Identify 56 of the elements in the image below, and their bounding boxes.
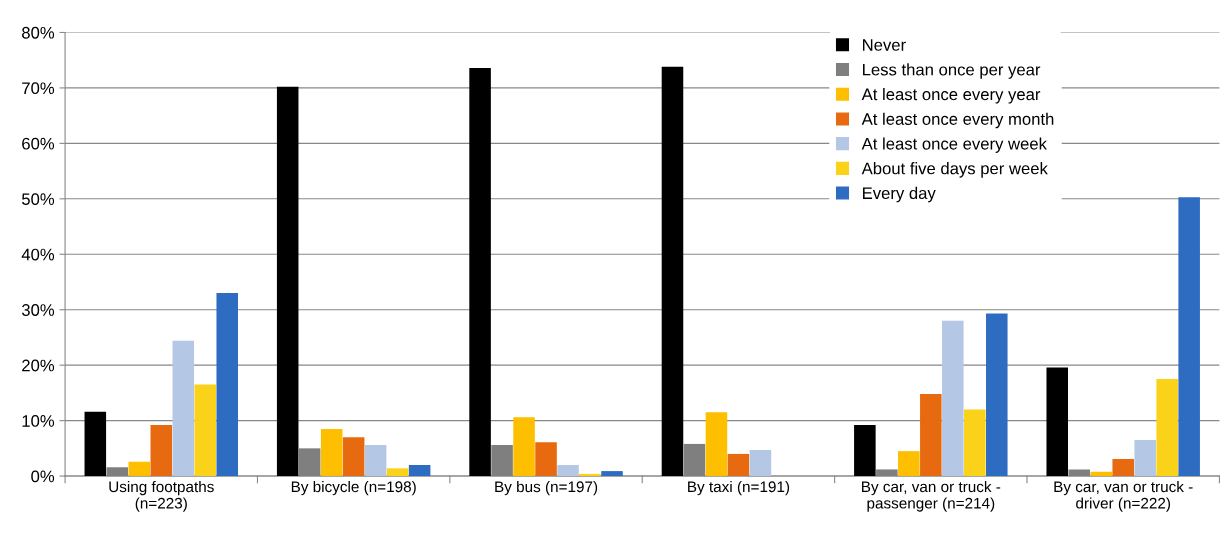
y-tick-label: 30% (21, 304, 55, 316)
bar (216, 293, 239, 477)
bar (661, 66, 684, 477)
bar (705, 412, 728, 477)
y-tick-label: 20% (22, 359, 55, 372)
bar (513, 417, 535, 477)
bar (1112, 458, 1134, 477)
y-tick-label: 80% (22, 26, 55, 39)
bar (128, 461, 151, 477)
x-tick-label: Using footpaths (n=223) (109, 480, 214, 512)
bar (1090, 471, 1112, 477)
bar (727, 453, 750, 477)
y-tick-label: 70% (22, 82, 55, 95)
bar (1046, 367, 1069, 477)
bar (920, 394, 942, 477)
bar (172, 340, 195, 477)
bar (898, 451, 920, 477)
y-tick-label: 10% (22, 415, 55, 427)
x-tick-label: By taxi (n=191) (688, 480, 790, 496)
bar (364, 445, 387, 477)
bar (535, 442, 557, 477)
bar (342, 437, 365, 477)
bar (386, 468, 409, 477)
legend-label: About five days per week (861, 162, 1048, 178)
bar (964, 409, 986, 477)
bar (150, 425, 173, 477)
legend-label: At least once every month (861, 112, 1054, 129)
bar (276, 86, 299, 477)
bar (1178, 197, 1200, 477)
bar (986, 313, 1008, 477)
legend-label: Never (863, 39, 906, 51)
bar (942, 320, 964, 477)
legend-label: Every day (863, 186, 936, 203)
bar (1156, 379, 1178, 477)
y-tick-label: 50% (21, 193, 55, 206)
bar (408, 464, 431, 477)
legend-label: Less than once per year (863, 63, 1041, 79)
bar (749, 450, 772, 477)
bar (579, 473, 601, 477)
bar (557, 464, 579, 477)
x-tick-label: By bicycle (n=198) (291, 480, 416, 496)
x-tick-label: By car, van or truck - passenger (n=214) (862, 480, 1001, 512)
legend-label: At least once every year (861, 87, 1041, 104)
bar (601, 471, 623, 477)
bar (854, 425, 876, 477)
bar (194, 384, 217, 477)
x-tick-label: By car, van or truck - driver (n=222) (1054, 480, 1193, 512)
y-tick-label: 0% (31, 470, 55, 483)
bar (84, 411, 107, 477)
y-tick-label: 60% (22, 137, 55, 150)
x-tick-label: By bus (n=197) (495, 480, 598, 496)
bar (1134, 440, 1156, 477)
legend-label: At least once every week (861, 137, 1047, 153)
bar (469, 67, 491, 477)
y-tick-label: 40% (21, 248, 55, 261)
bar (320, 428, 343, 477)
